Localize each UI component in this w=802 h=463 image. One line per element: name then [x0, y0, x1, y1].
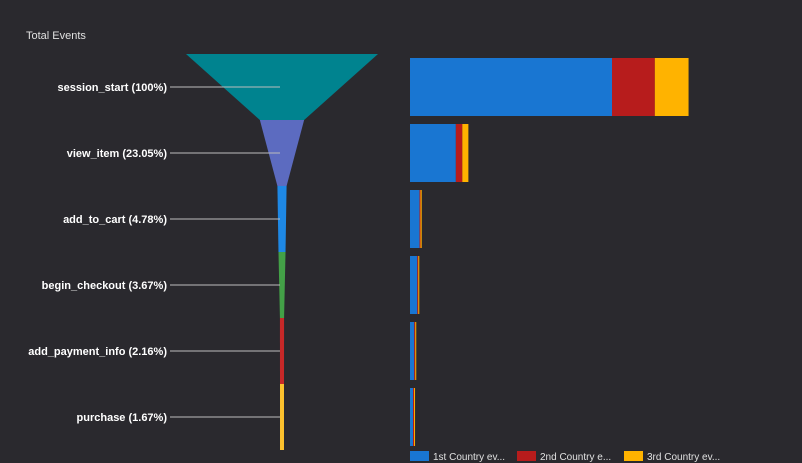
breakdown-bar-segment[interactable]	[419, 190, 421, 248]
step-label: purchase (1.67%)	[77, 412, 168, 424]
funnel-layer	[186, 54, 378, 450]
step-label: add_to_cart (4.78%)	[63, 214, 167, 226]
legend-label: 2nd Country e...	[540, 452, 611, 463]
breakdown-bar-segment[interactable]	[462, 124, 469, 182]
funnel-segment[interactable]	[280, 384, 284, 450]
legend: 1st Country ev... 2nd Country e... 3rd Cou…	[410, 451, 720, 463]
step-label: session_start (100%)	[58, 82, 168, 94]
chart-title: Total Events	[26, 30, 86, 42]
legend-swatch	[410, 451, 429, 461]
breakdown-bar-segment[interactable]	[410, 190, 420, 248]
breakdown-bar-segment[interactable]	[420, 190, 422, 248]
breakdown-bar-segment[interactable]	[414, 322, 416, 380]
breakdown-bar-segment[interactable]	[417, 256, 419, 314]
funnel-segment[interactable]	[186, 54, 378, 120]
breakdown-bar-segment[interactable]	[418, 256, 420, 314]
breakdown-bar-segment[interactable]	[455, 124, 463, 182]
breakdown-bar-segment[interactable]	[410, 124, 456, 182]
legend-label: 3rd Country ev...	[647, 452, 720, 463]
breakdown-bar-segment[interactable]	[612, 58, 655, 116]
breakdown-bar-segment[interactable]	[413, 388, 415, 446]
breakdown-bar-segment[interactable]	[654, 58, 689, 116]
funnel-segment[interactable]	[278, 252, 286, 318]
breakdown-bar-segment[interactable]	[414, 388, 416, 446]
legend-swatch	[624, 451, 643, 461]
breakdown-bar-segment[interactable]	[415, 322, 417, 380]
step-label: view_item (23.05%)	[67, 148, 168, 160]
breakdown-bar-segment[interactable]	[410, 322, 415, 380]
legend-label: 1st Country ev...	[433, 452, 505, 463]
legend-swatch	[517, 451, 536, 461]
funnel-segment[interactable]	[277, 186, 287, 252]
breakdown-bars	[410, 58, 689, 446]
step-labels: session_start (100%) view_item (23.05%) ad…	[28, 82, 280, 424]
step-label: add_payment_info (2.16%)	[28, 346, 167, 358]
step-label: begin_checkout (3.67%)	[42, 280, 168, 292]
funnel-segment[interactable]	[279, 318, 285, 384]
breakdown-bar-segment[interactable]	[410, 388, 414, 446]
breakdown-bar-segment[interactable]	[410, 256, 418, 314]
breakdown-bar-segment[interactable]	[410, 58, 612, 116]
funnel-segment[interactable]	[259, 120, 305, 186]
